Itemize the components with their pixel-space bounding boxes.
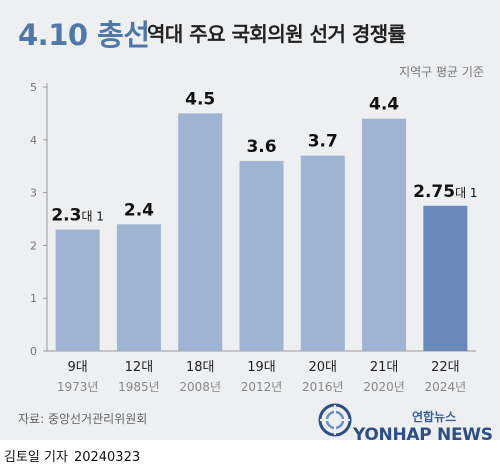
bar xyxy=(300,155,345,351)
data-label-suffix: 대 1 xyxy=(81,210,104,224)
data-label: 4.5 xyxy=(185,89,215,109)
year-label: 2008년 xyxy=(179,380,221,394)
bar xyxy=(55,229,100,351)
y-tick-label: 2 xyxy=(30,239,37,252)
category-label: 12대 xyxy=(125,360,154,375)
data-label: 2.4 xyxy=(124,200,154,220)
y-tick-label: 5 xyxy=(30,81,37,94)
yonhap-logo-icon xyxy=(318,403,352,437)
bar xyxy=(239,160,284,351)
data-label-value: 3.7 xyxy=(308,132,338,152)
year-label: 1985년 xyxy=(118,380,160,394)
publish-date: 20240323 xyxy=(73,450,141,465)
data-label-value: 2.3 xyxy=(51,206,81,226)
data-label-value: 4.5 xyxy=(185,89,215,109)
data-label-suffix: 대 1 xyxy=(455,186,478,200)
bar xyxy=(423,205,468,351)
year-label: 2024년 xyxy=(425,380,467,394)
category-label: 18대 xyxy=(186,360,215,375)
title-highlight: 4.10 총선 xyxy=(18,18,150,52)
data-label: 3.6 xyxy=(246,137,276,157)
category-label: 21대 xyxy=(370,360,399,375)
data-label: 2.3대 1 xyxy=(51,206,104,226)
data-label-value: 4.4 xyxy=(369,95,399,115)
data-label-value: 2.4 xyxy=(124,200,154,220)
data-label: 3.7 xyxy=(308,132,338,152)
year-label: 1973년 xyxy=(57,380,99,394)
logo-korean-text: 연합뉴스 xyxy=(412,410,457,424)
category-label: 9대 xyxy=(68,360,88,375)
year-label: 2012년 xyxy=(241,380,283,394)
byline: 김토일 기자 20240323 xyxy=(4,446,140,465)
data-label-value: 2.75 xyxy=(413,182,455,202)
source-label: 자료: 중앙선거관리위원회 xyxy=(18,412,148,426)
category-label: 19대 xyxy=(247,360,276,375)
category-label: 20대 xyxy=(309,360,338,375)
chart-title: 역대 주요 국회의원 선거 경쟁률 xyxy=(147,22,406,46)
category-label: 22대 xyxy=(431,360,460,375)
year-label: 2020년 xyxy=(363,380,405,394)
y-tick-label: 3 xyxy=(30,187,37,200)
y-tick-label: 1 xyxy=(30,292,37,305)
data-label-value: 3.6 xyxy=(246,137,276,157)
year-label: 2016년 xyxy=(302,380,344,394)
y-tick-label: 0 xyxy=(30,345,37,358)
data-label: 4.4 xyxy=(369,95,399,115)
bar xyxy=(178,113,223,352)
y-tick-label: 4 xyxy=(30,134,37,147)
data-label: 2.75대 1 xyxy=(413,182,477,202)
logo-english-text: YONHAP NEWS xyxy=(353,425,493,445)
chart-note: 지역구 평균 기준 xyxy=(399,65,484,79)
infographic-card: 4.10 총선 역대 주요 국회의원 선거 경쟁률 지역구 평균 기준 0 1 2 3… xyxy=(0,0,500,445)
bar xyxy=(116,224,161,351)
author-name: 김토일 기자 xyxy=(4,450,68,465)
bar xyxy=(362,118,407,352)
